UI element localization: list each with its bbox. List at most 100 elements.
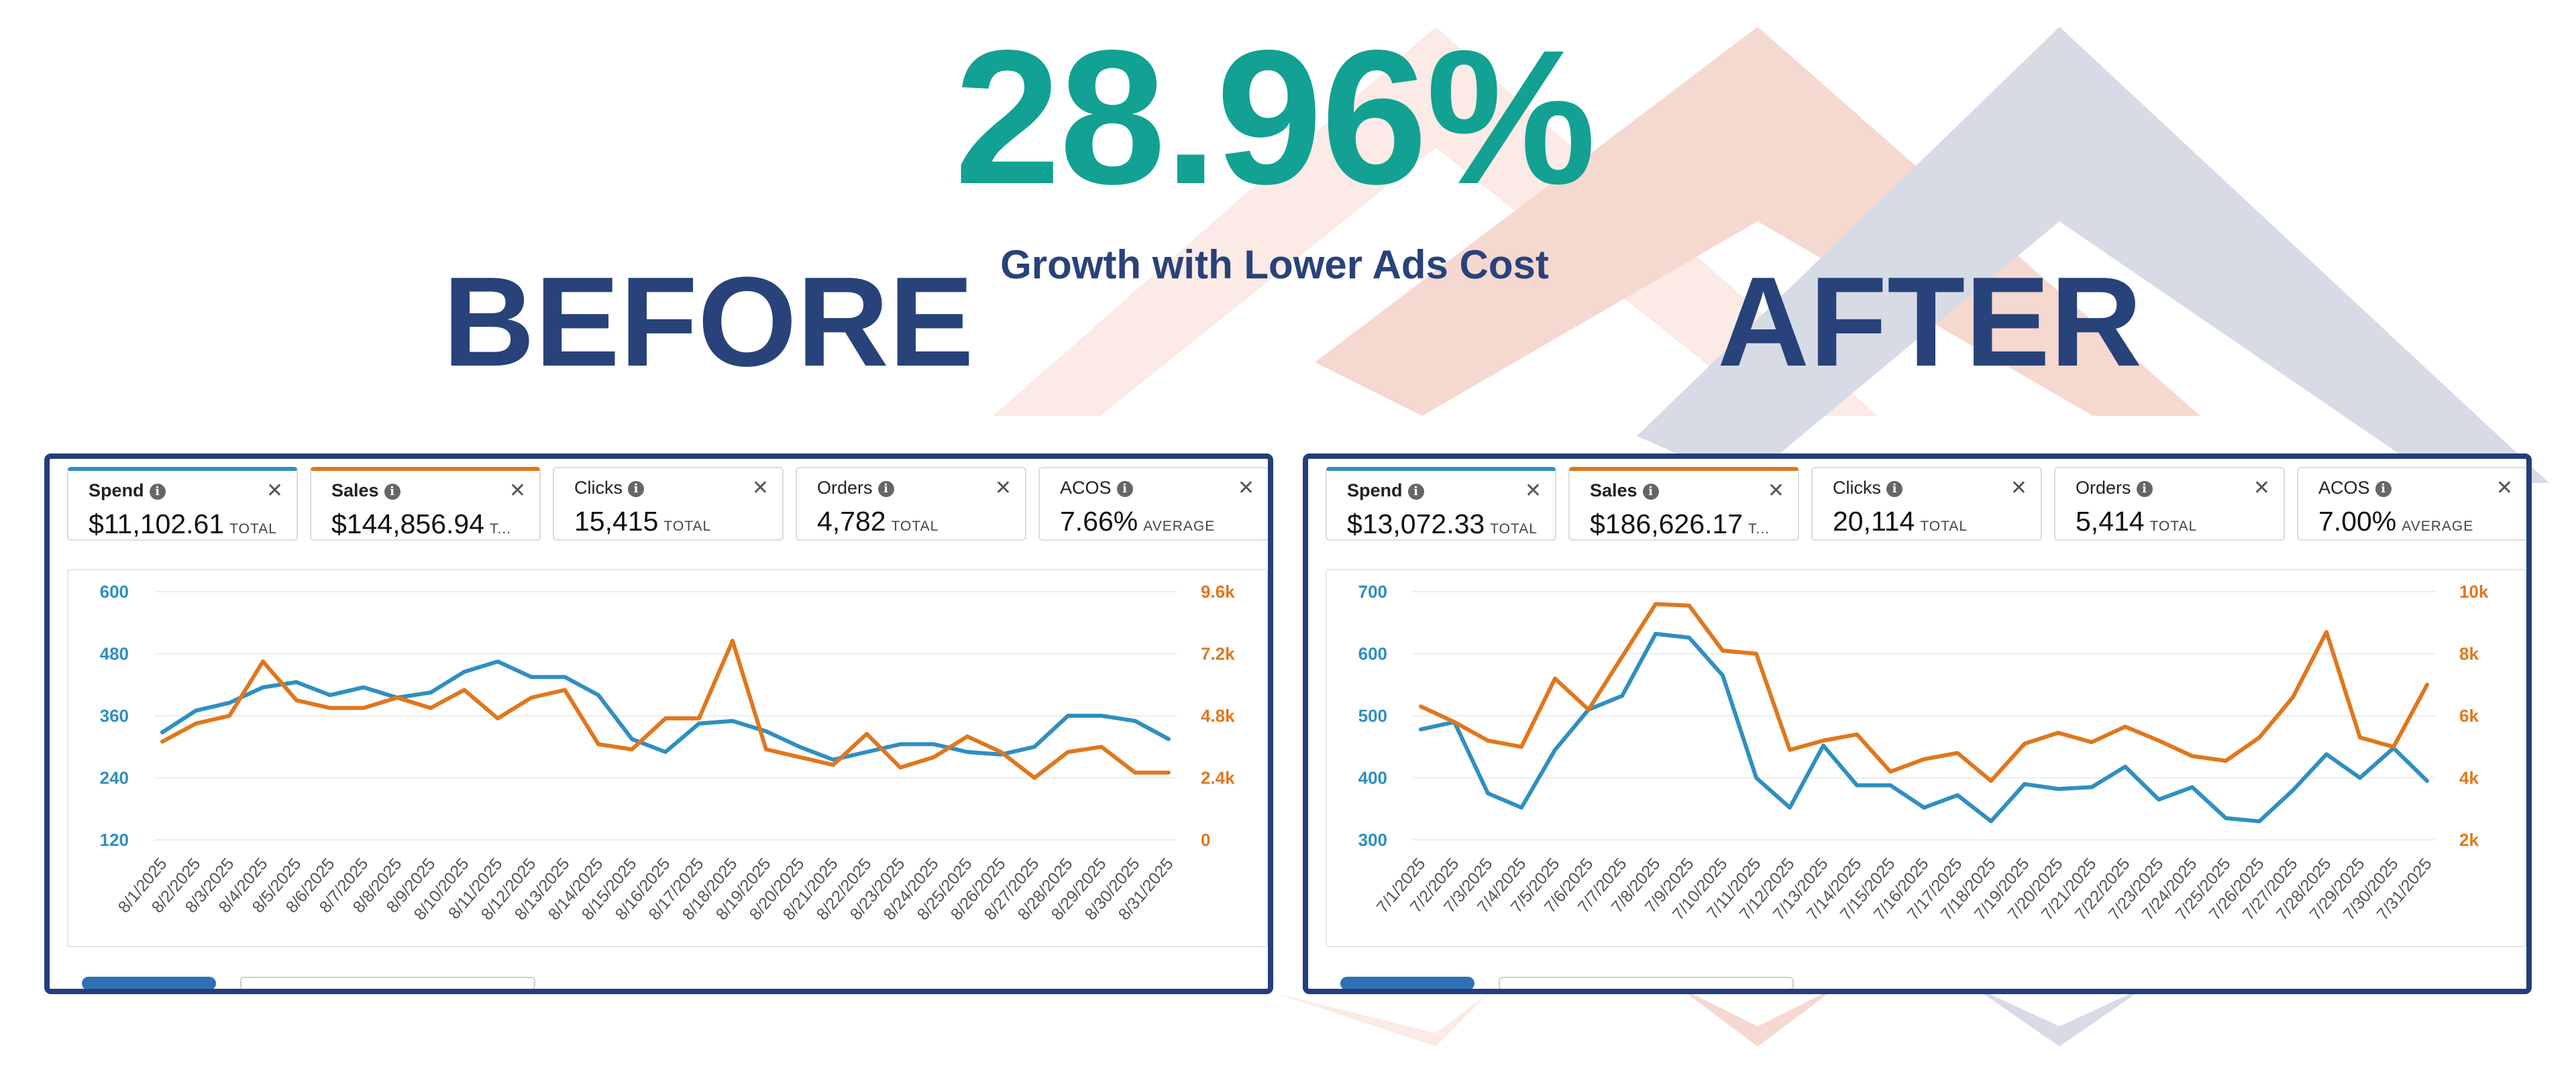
y-right-tick-label: 4k [2459,768,2479,788]
close-icon[interactable]: ✕ [994,477,1012,499]
metric-card-sales[interactable]: Sales i ✕ $186,626.17 T... [1568,467,1799,541]
metric-card-spend[interactable]: Spend i ✕ $13,072.33 TOTAL [1326,467,1556,541]
y-left-tick-label: 400 [1358,768,1387,788]
info-icon[interactable]: i [1407,483,1424,500]
info-icon[interactable]: i [877,480,894,497]
data-point-sales [1889,770,1892,773]
info-icon[interactable]: i [149,483,166,500]
metric-value: $144,856.94 [331,508,485,539]
data-point-spend [2325,753,2328,756]
data-point-sales [2157,739,2160,742]
metric-card-clicks[interactable]: Clicks i ✕ 15,415 TOTAL [553,467,784,541]
data-point-sales [2392,745,2395,749]
data-point-spend [2023,782,2026,786]
data-point-sales [564,688,566,692]
y-left-tick-label: 480 [100,644,129,664]
y-left-tick-label: 240 [100,768,129,788]
info-icon[interactable]: i [628,480,644,497]
metric-card-orders[interactable]: Orders i ✕ 5,414 TOTAL [2054,467,2285,541]
close-icon[interactable]: ✕ [508,480,526,502]
bg-chevron-bottom-light [1275,993,1489,1046]
data-point-spend [899,743,902,746]
footer-button[interactable] [82,977,216,989]
data-point-spend [1856,784,1858,787]
data-point-sales [1554,677,1556,680]
before-label: BEFORE [443,251,974,393]
data-point-spend [1889,784,1892,787]
close-icon[interactable]: ✕ [1767,480,1784,502]
info-icon[interactable]: i [1886,480,1902,497]
growth-percentage: 28.96% [954,11,1597,224]
close-icon[interactable]: ✕ [1237,477,1254,499]
close-icon[interactable]: ✕ [266,480,283,502]
metric-card-spend[interactable]: Spend i ✕ $11,102.61 TOTAL [67,467,298,541]
data-point-spend [530,676,533,679]
data-point-sales [1721,649,1724,652]
y-right-tick-label: 2k [2459,830,2479,850]
data-point-spend [2258,820,2261,823]
data-point-spend [2292,789,2294,792]
footer-dropdown[interactable] [1499,977,1794,989]
metric-card-acos[interactable]: ACOS i ✕ 7.00% AVERAGE [2297,467,2526,541]
data-point-sales [765,748,767,751]
y-left-tick-label: 300 [1358,830,1387,850]
data-point-sales [2325,631,2328,634]
data-point-sales [1788,748,1791,751]
footer-dropdown[interactable] [240,977,535,989]
data-point-sales [1822,739,1825,742]
data-point-sales [161,740,164,743]
data-point-sales [396,696,398,700]
data-point-spend [1822,744,1825,747]
data-point-spend [1100,714,1103,717]
y-left-tick-label: 500 [1358,706,1387,726]
data-point-spend [966,750,969,753]
data-point-spend [496,660,499,663]
data-point-sales [832,763,835,767]
data-point-spend [1956,794,1959,797]
metric-value: 5,414 [2076,506,2145,537]
metric-card-sales[interactable]: Sales i ✕ $144,856.94 T... [310,467,541,541]
data-point-sales [1067,750,1069,753]
data-point-spend [1688,636,1690,639]
data-point-spend [362,686,365,689]
data-point-sales [2090,741,2093,744]
info-icon[interactable]: i [2375,480,2392,497]
data-point-sales [865,732,868,735]
data-point-spend [631,737,633,741]
close-icon[interactable]: ✕ [751,477,769,499]
close-icon[interactable]: ✕ [2253,477,2270,499]
data-point-sales [1453,720,1456,724]
data-point-spend [1167,737,1170,741]
metric-suffix: TOTAL [663,519,712,534]
after-chart-box: 300 400 500 600 700 2k 4k 6k 8k 10k 7/1/2025 7/2/20… [1326,569,2526,947]
data-point-spend [731,719,734,722]
data-point-sales [1419,705,1422,708]
info-icon[interactable]: i [2136,480,2153,497]
data-point-spend [932,743,935,746]
data-point-sales [2057,731,2059,735]
data-point-spend [1554,748,1556,751]
data-point-sales [463,688,466,692]
data-point-sales [2359,736,2361,739]
close-icon[interactable]: ✕ [1524,480,1542,502]
close-icon[interactable]: ✕ [2496,477,2513,499]
bg-chevron-gray [1637,27,2549,483]
data-point-spend [228,701,231,704]
data-point-spend [429,691,432,694]
info-icon[interactable]: i [1642,483,1659,500]
data-point-sales [228,714,231,717]
metric-card-clicks[interactable]: Clicks i ✕ 20,114 TOTAL [1811,467,2042,541]
data-point-spend [1990,820,1992,823]
data-point-sales [798,755,801,759]
data-point-sales [2191,755,2194,758]
metric-name: Sales [331,480,379,500]
data-point-sales [1990,779,1992,783]
metric-card-orders[interactable]: Orders i ✕ 4,782 TOTAL [796,467,1026,541]
footer-button[interactable] [1340,977,1474,989]
metric-name: Orders [2076,478,2131,498]
info-icon[interactable]: i [1116,480,1133,497]
close-icon[interactable]: ✕ [2010,477,2027,499]
metric-card-acos[interactable]: ACOS i ✕ 7.66% AVERAGE [1038,467,1268,541]
info-icon[interactable]: i [384,483,400,500]
data-point-sales [1033,776,1036,779]
